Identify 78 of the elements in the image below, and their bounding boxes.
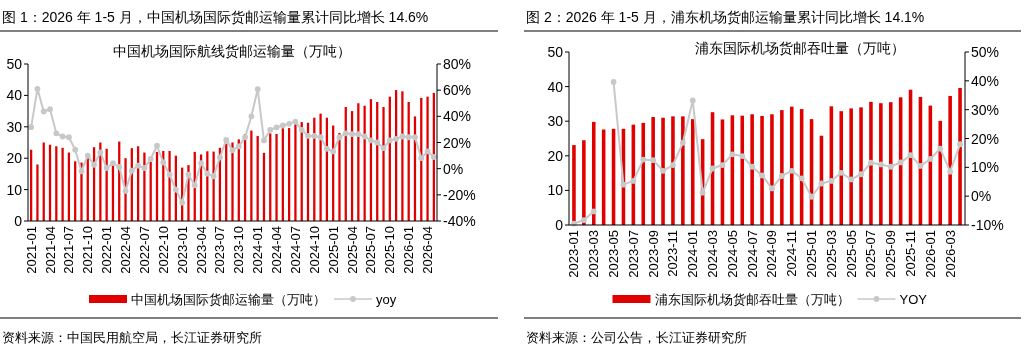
y-tick-label: 50 [6,56,23,72]
chart-title: 图 2：2026 年 1-5 月，浦东机场货邮运输量累计同比增长 14.1% [526,9,925,25]
y-tick-label: 20 [6,150,23,167]
x-tick-label: 2026-03 [942,230,958,278]
legend-label: 中国机场国际货邮运输量（万吨） [131,292,326,307]
x-tick-label: 2025-05 [843,230,859,278]
x-tick-label: 2021-01 [23,226,39,274]
x-tick-label: 2025-09 [883,230,899,278]
y-tick-label: 0 [555,217,564,233]
y-tick-label: 50 [547,44,564,60]
y2-tick-label: 30% [971,101,1000,118]
x-tick-label: 2022-04 [118,226,134,274]
y-tick-label: 10 [547,182,564,199]
y-tick-label: 30 [6,118,23,135]
x-tick-label: 2025-03 [823,230,839,278]
x-tick-label: 2024-10 [306,226,322,274]
legend-label: YOY [899,292,928,307]
x-tick-label: 2025-01 [804,230,820,278]
y-tick-label: 10 [6,181,23,198]
x-tick-label: 2022-01 [99,226,115,274]
y-tick-label: 30 [547,113,564,130]
y-tick-label: 0 [14,213,23,229]
x-tick-label: 2025-04 [344,226,360,274]
y-tick-label: 40 [6,87,23,104]
x-tick-label: 2024-01 [685,230,701,278]
y2-tick-label: 50% [971,44,1000,60]
y2-tick-label: 60% [443,82,472,99]
chart-title: 图 1：2026 年 1-5 月，中国机场国际货邮运输量累计同比增长 14.6% [2,9,429,25]
x-tick-label: 2025-10 [382,226,398,274]
y-tick-label: 20 [547,147,564,164]
x-tick-label: 2026-01 [922,230,938,278]
y2-tick-label: 40% [443,108,472,125]
x-tick-label: 2023-04 [193,226,209,274]
y2-tick-label: 20% [443,134,472,151]
x-tick-label: 2023-09 [645,230,661,278]
x-tick-label: 2023-10 [231,226,247,274]
x-tick-label: 2023-01 [566,230,582,278]
x-tick-label: 2024-11 [784,230,800,277]
text: 资料来源：中国民用航空局，长江证券研究所 [2,330,262,345]
x-tick-label: 2024-03 [705,230,721,278]
x-tick-label: 2026-01 [401,226,417,274]
chart-subtitle: 浦东国际机场货邮吞吐量（万吨） [695,40,905,56]
x-tick-label: 2023-01 [174,226,190,274]
x-tick-label: 2023-11 [665,230,681,277]
y2-tick-label: 20% [971,130,1000,147]
x-tick-label: 2026-04 [420,226,436,274]
y2-tick-label: 10% [971,159,1000,176]
x-tick-label: 2022-10 [155,226,171,274]
x-tick-label: 2021-07 [61,226,77,274]
x-tick-label: 2024-07 [744,230,760,278]
y2-tick-label: -20% [443,186,476,203]
x-tick-label: 2022-07 [136,226,152,274]
x-tick-label: 2023-03 [586,230,602,278]
x-tick-label: 2023-07 [625,230,641,278]
x-tick-label: 2024-09 [764,230,780,278]
text: 资料来源：公司公告，长江证券研究所 [526,330,747,345]
y2-tick-label: 0% [971,188,992,205]
y2-tick-label: 0% [443,160,464,177]
x-tick-label: 2024-05 [724,230,740,278]
x-tick-label: 2024-04 [269,226,285,274]
x-tick-label: 2025-07 [863,230,879,278]
y2-tick-label: 80% [443,56,472,72]
x-tick-label: 2023-05 [606,230,622,278]
x-tick-label: 2025-11 [903,230,919,277]
legend-label: yoy [376,292,397,307]
x-tick-label: 2021-04 [42,226,58,274]
x-tick-label: 2021-10 [80,226,96,274]
y2-tick-label: -10% [971,217,1004,233]
x-tick-label: 2024-01 [250,226,266,274]
x-tick-label: 2023-07 [212,226,228,274]
chart-subtitle: 中国机场国际航线货邮运输量（万吨） [113,43,351,59]
x-tick-label: 2024-07 [287,226,303,274]
y-tick-label: 40 [547,78,564,95]
y2-tick-label: 40% [971,72,1000,89]
x-tick-label: 2025-01 [325,226,341,274]
x-tick-label: 2025-07 [363,226,379,274]
y2-tick-label: -40% [443,213,476,229]
legend-label: 浦东国际机场货邮吞吐量（万吨） [654,292,850,307]
